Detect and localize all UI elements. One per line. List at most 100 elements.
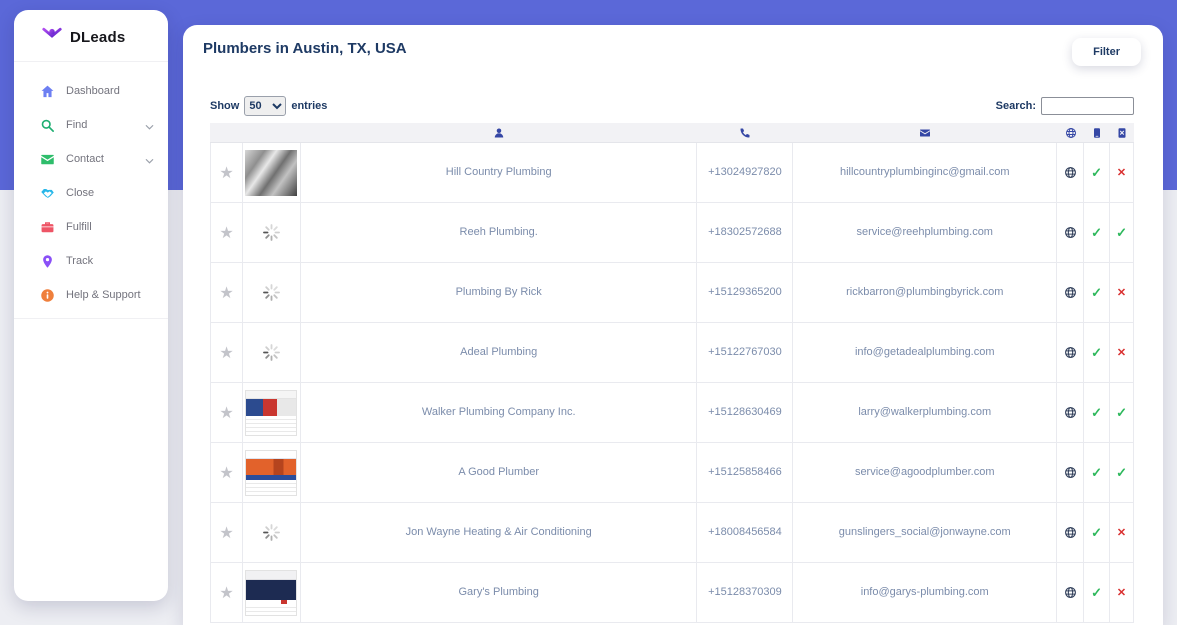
cross-icon: ✕ [1116, 287, 1127, 299]
table-row: ★ Adeal Plumbing +15122767030 info@getadeal… [210, 323, 1134, 383]
thumbnail-cell [243, 563, 301, 622]
column-header-mobile[interactable] [1084, 123, 1110, 142]
phone-number: +18008456584 [697, 503, 794, 562]
website-globe-icon[interactable] [1057, 383, 1085, 442]
favorite-star-icon[interactable]: ★ [211, 563, 243, 622]
leads-table: ★ Hill Country Plumbing +13024927820 hillco… [210, 123, 1134, 623]
check-icon: ✓ [1116, 224, 1127, 240]
thumbnail-cell [243, 203, 301, 262]
cross-icon: ✕ [1116, 587, 1127, 599]
website-globe-icon[interactable] [1057, 443, 1085, 502]
column-header-business-name[interactable] [300, 123, 697, 142]
sidebar-item-fulfill[interactable]: Fulfill [14, 210, 168, 244]
chevron-down-icon[interactable] [144, 154, 155, 165]
phone-number: +15125858466 [697, 443, 794, 502]
favorite-star-icon[interactable]: ★ [211, 203, 243, 262]
website-globe-icon[interactable] [1057, 563, 1085, 622]
logo: DLeads [14, 10, 168, 62]
table-row: ★ Reeh Plumbing. +18302572688 service@reehp… [210, 203, 1134, 263]
table-row: ★ Plumbing By Rick +15129365200 rickbarron@… [210, 263, 1134, 323]
globe-icon [1065, 127, 1077, 139]
website-screenshot [245, 569, 298, 616]
check-icon: ✓ [1091, 584, 1102, 600]
favorite-star-icon[interactable]: ★ [211, 323, 243, 382]
search-label: Search: [995, 100, 1036, 112]
business-name: Hill Country Plumbing [301, 143, 698, 202]
phone-number: +18302572688 [697, 203, 794, 262]
business-name: Adeal Plumbing [301, 323, 698, 382]
show-label: Show [210, 100, 240, 112]
column-header-mobile-invalid[interactable] [1110, 123, 1134, 142]
table-row: ★ A Good Plumber +15125858466 service@agood… [210, 443, 1134, 503]
table-header [210, 123, 1134, 143]
phone-number: +13024927820 [697, 143, 794, 202]
table-row: ★ Walker Plumbing Company Inc. +1512863046… [210, 383, 1134, 443]
sidebar-item-label: Contact [66, 153, 104, 165]
favorite-star-icon[interactable]: ★ [211, 263, 243, 322]
website-globe-icon[interactable] [1057, 263, 1085, 322]
sidebar-item-help-support[interactable]: Help & Support [14, 278, 168, 312]
check-icon: ✓ [1091, 164, 1102, 180]
cross-icon: ✕ [1116, 167, 1127, 179]
check-icon: ✓ [1116, 404, 1127, 420]
email-address: larry@walkerplumbing.com [793, 383, 1058, 442]
thumbnail-cell [243, 503, 301, 562]
website-screenshot [245, 389, 298, 436]
mobile-status-cell: ✓ [1084, 563, 1111, 622]
check-icon: ✓ [1091, 524, 1102, 540]
sidebar-item-label: Dashboard [66, 85, 120, 97]
thumbnail-cell [243, 143, 301, 202]
website-globe-icon[interactable] [1057, 503, 1085, 562]
thumbnail-cell [243, 383, 301, 442]
mobile-status-cell: ✓ [1084, 503, 1111, 562]
loading-spinner-icon [262, 223, 281, 242]
info-icon [40, 288, 55, 303]
favorite-star-icon[interactable]: ★ [211, 443, 243, 502]
favorite-star-icon[interactable]: ★ [211, 383, 243, 442]
mobile-invalid-status-cell: ✕ [1110, 323, 1134, 382]
website-globe-icon[interactable] [1057, 143, 1085, 202]
home-icon [40, 84, 55, 99]
column-header-phone[interactable] [697, 123, 793, 142]
mobile-status-cell: ✓ [1084, 323, 1111, 382]
search-input[interactable] [1041, 97, 1134, 115]
mobile-status-cell: ✓ [1084, 383, 1111, 442]
mobile-status-cell: ✓ [1084, 203, 1111, 262]
cross-icon: ✕ [1116, 527, 1127, 539]
sidebar-item-find[interactable]: Find [14, 108, 168, 142]
business-name: Gary's Plumbing [301, 563, 698, 622]
main-panel: Plumbers in Austin, TX, USA Filter Show … [183, 25, 1163, 625]
column-header-email[interactable] [793, 123, 1057, 142]
chevron-down-icon[interactable] [144, 120, 155, 131]
favorite-star-icon[interactable]: ★ [211, 143, 243, 202]
page-size-select[interactable]: 50 [244, 96, 287, 116]
check-icon: ✓ [1091, 464, 1102, 480]
favorite-star-icon[interactable]: ★ [211, 503, 243, 562]
email-address: hillcountryplumbinginc@gmail.com [793, 143, 1058, 202]
mobile-invalid-status-cell: ✓ [1110, 383, 1134, 442]
cross-icon: ✕ [1116, 347, 1127, 359]
mobile-status-cell: ✓ [1084, 263, 1111, 322]
website-globe-icon[interactable] [1057, 323, 1085, 382]
sidebar-item-close[interactable]: Close [14, 176, 168, 210]
sidebar-item-track[interactable]: Track [14, 244, 168, 278]
dleads-logo-icon [41, 26, 63, 48]
sidebar-item-contact[interactable]: Contact [14, 142, 168, 176]
phone-number: +15128630469 [697, 383, 794, 442]
search-icon [40, 118, 55, 133]
mobile-icon [1091, 127, 1103, 139]
mail-icon [40, 152, 55, 167]
mobile-invalid-status-cell: ✕ [1110, 143, 1134, 202]
sidebar-item-dashboard[interactable]: Dashboard [14, 74, 168, 108]
column-header-website[interactable] [1057, 123, 1084, 142]
website-screenshot [245, 449, 298, 496]
table-row: ★ Gary's Plumbing +15128370309 info@garys-p… [210, 563, 1134, 623]
check-icon: ✓ [1091, 344, 1102, 360]
filter-button[interactable]: Filter [1072, 38, 1141, 66]
website-globe-icon[interactable] [1057, 203, 1085, 262]
thumbnail-cell [243, 443, 301, 502]
map-pin-icon [40, 254, 55, 269]
table-row: ★ Jon Wayne Heating & Air Conditioning +18… [210, 503, 1134, 563]
phone-icon [739, 127, 751, 139]
thumbnail-cell [243, 323, 301, 382]
